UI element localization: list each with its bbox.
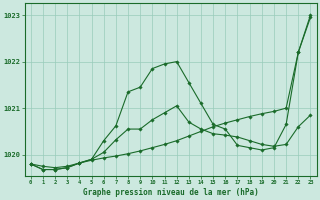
- X-axis label: Graphe pression niveau de la mer (hPa): Graphe pression niveau de la mer (hPa): [83, 188, 259, 197]
